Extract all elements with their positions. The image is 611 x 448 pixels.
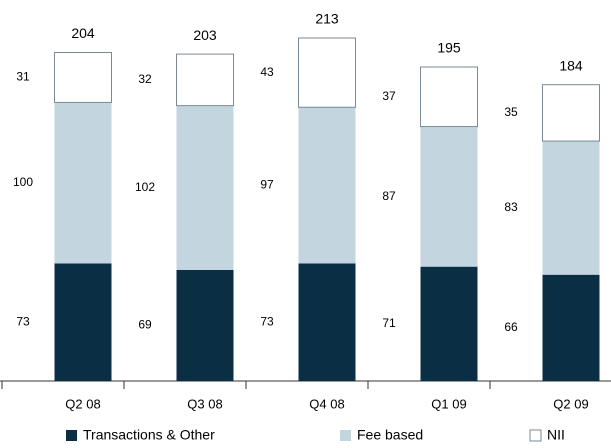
total-label: 204 bbox=[71, 25, 95, 41]
segment-label: 35 bbox=[504, 105, 518, 119]
bar-segment bbox=[298, 263, 356, 381]
legend-label: Transactions & Other bbox=[83, 427, 215, 443]
legend-label: NII bbox=[547, 427, 565, 443]
bar-segment bbox=[420, 66, 478, 128]
segment-label: 71 bbox=[382, 316, 396, 330]
legend-label: Fee based bbox=[357, 427, 423, 443]
bar-segment bbox=[542, 274, 600, 381]
bar-segment bbox=[54, 102, 112, 264]
segment-label: 102 bbox=[135, 180, 155, 194]
x-tick-label: Q2 09 bbox=[553, 396, 588, 411]
segment-label: 73 bbox=[16, 314, 30, 328]
bar-segment bbox=[420, 266, 478, 381]
legend-swatch bbox=[340, 430, 351, 441]
segment-label: 100 bbox=[13, 175, 33, 189]
total-label: 195 bbox=[437, 40, 461, 56]
bar-segment bbox=[54, 51, 112, 103]
segment-label: 32 bbox=[138, 72, 152, 86]
bar-segment bbox=[54, 263, 112, 381]
segment-label: 97 bbox=[260, 178, 274, 192]
segment-label: 37 bbox=[382, 89, 396, 103]
total-label: 213 bbox=[315, 11, 339, 27]
bar-segment bbox=[298, 37, 356, 108]
segment-label: 43 bbox=[260, 65, 274, 79]
bar-segment bbox=[542, 84, 600, 142]
segment-label: 66 bbox=[504, 320, 518, 334]
bar-segment bbox=[176, 53, 234, 107]
segment-label: 73 bbox=[260, 314, 274, 328]
bar-segment bbox=[176, 105, 234, 270]
segment-label: 83 bbox=[504, 200, 518, 214]
x-tick-label: Q2 08 bbox=[65, 396, 100, 411]
segment-label: 69 bbox=[138, 318, 152, 332]
bar-segment bbox=[542, 141, 600, 275]
x-tick-label: Q4 08 bbox=[309, 396, 344, 411]
segment-label: 31 bbox=[16, 70, 30, 84]
bar-segment bbox=[176, 269, 234, 381]
total-label: 184 bbox=[559, 57, 583, 73]
total-label: 203 bbox=[193, 27, 217, 43]
segment-label: 87 bbox=[382, 189, 396, 203]
legend-swatch bbox=[66, 430, 77, 441]
x-tick-label: Q3 08 bbox=[187, 396, 222, 411]
bar-segment bbox=[298, 107, 356, 264]
x-tick-label: Q1 09 bbox=[431, 396, 466, 411]
bar-segment bbox=[420, 126, 478, 267]
legend-swatch bbox=[529, 429, 542, 442]
